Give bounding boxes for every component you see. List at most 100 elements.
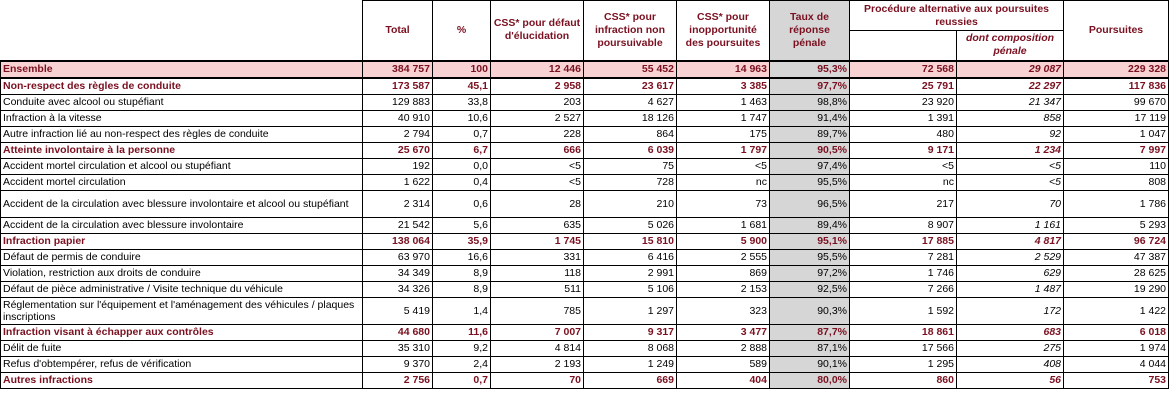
cell-css-infraction: 6 416: [583, 248, 677, 266]
cell-total: 1 622: [362, 173, 433, 191]
cell-poursuites: 1 047: [1063, 125, 1170, 143]
cell-poursuites: 808: [1063, 173, 1170, 191]
cell-taux-reponse: 91,4%: [769, 109, 850, 127]
header-css-defaut: CSS* pour défaut d'élucidation: [490, 0, 584, 61]
cell-css-defaut: 2 193: [490, 355, 584, 373]
cell-total: 63 970: [362, 248, 433, 266]
cell-procedure-alternative: 8 907: [849, 216, 957, 234]
cell-css-defaut: <5: [490, 173, 584, 191]
cell-css-inopportunite: 1 747: [676, 109, 770, 127]
cell-taux-reponse: 95,1%: [769, 232, 850, 250]
row-label: Refus d'obtempérer, refus de vérificatio…: [0, 355, 363, 373]
row-label: Défaut de permis de conduire: [0, 248, 363, 266]
row-label: Accident de la circulation avec blessure…: [0, 189, 363, 218]
cell-taux-reponse: 89,4%: [769, 216, 850, 234]
category-row: Non-respect des règles de conduite 173 58…: [0, 77, 1170, 95]
cell-css-defaut: 2 958: [490, 77, 584, 95]
cell-pct: 8,9: [432, 264, 491, 282]
header-css-inopportunite: CSS* pour inopportunité des poursuites: [676, 0, 770, 61]
cell-css-infraction: 8 068: [583, 339, 677, 357]
cell-total: 9 370: [362, 355, 433, 373]
category-row: Atteinte involontaire à la personne 25 67…: [0, 141, 1170, 159]
cell-procedure-alternative: 480: [849, 125, 957, 143]
cell-pct: 8,9: [432, 280, 491, 298]
cell-poursuites: 28 625: [1063, 264, 1170, 282]
cell-css-inopportunite: 2 555: [676, 248, 770, 266]
cell-css-defaut: 12 446: [490, 59, 584, 79]
cell-composition-penale: 22 297: [955, 77, 1065, 95]
cell-pct: 100: [432, 59, 491, 79]
cell-css-defaut: 635: [490, 216, 584, 234]
cell-total: 40 910: [362, 109, 433, 127]
table-row: Réglementation sur l'équipement et l'amé…: [0, 296, 1170, 325]
cell-procedure-alternative: 860: [849, 371, 957, 389]
cell-procedure-alternative: 7 281: [849, 248, 957, 266]
header-procedure-spacer: [849, 30, 957, 61]
row-label: Conduite avec alcool ou stupéfiant: [0, 93, 363, 111]
row-label: Non-respect des règles de conduite: [0, 77, 363, 95]
cell-pct: 16,6: [432, 248, 491, 266]
cell-pct: 1,4: [432, 296, 491, 325]
category-row: Infraction visant à échapper aux contrôl…: [0, 323, 1170, 341]
cell-css-infraction: 15 810: [583, 232, 677, 250]
row-label: Atteinte involontaire à la personne: [0, 141, 363, 159]
cell-css-defaut: 228: [490, 125, 584, 143]
header-poursuites: Poursuites: [1063, 0, 1170, 61]
cell-taux-reponse: 97,4%: [769, 157, 850, 175]
cell-procedure-alternative: 17 885: [849, 232, 957, 250]
table-row: Accident mortel circulation et alcool ou…: [0, 157, 1170, 175]
cell-procedure-alternative: 217: [849, 189, 957, 218]
header-total: Total: [362, 0, 433, 61]
cell-css-defaut: 1 745: [490, 232, 584, 250]
cell-composition-penale: 56: [955, 371, 1065, 389]
table-row: Conduite avec alcool ou stupéfiant 129 88…: [0, 93, 1170, 111]
cell-total: 34 326: [362, 280, 433, 298]
table-row: Défaut de permis de conduire 63 970 16,6 33…: [0, 248, 1170, 266]
row-label: Délit de fuite: [0, 339, 363, 357]
cell-css-defaut: 331: [490, 248, 584, 266]
cell-css-infraction: 18 126: [583, 109, 677, 127]
cell-css-infraction: 210: [583, 189, 677, 218]
cell-procedure-alternative: 23 920: [849, 93, 957, 111]
cell-poursuites: 1 786: [1063, 189, 1170, 218]
cell-composition-penale: 70: [955, 189, 1065, 218]
cell-css-inopportunite: 323: [676, 296, 770, 325]
cell-css-infraction: 23 617: [583, 77, 677, 95]
cell-css-inopportunite: 1 681: [676, 216, 770, 234]
header-pct: %: [432, 0, 491, 61]
table-row: Accident de la circulation avec blessure…: [0, 216, 1170, 234]
table-row: Autre infraction lié au non-respect des …: [0, 125, 1170, 143]
cell-css-inopportunite: 589: [676, 355, 770, 373]
cell-pct: 0,0: [432, 157, 491, 175]
cell-poursuites: 117 836: [1063, 77, 1170, 95]
cell-composition-penale: <5: [955, 157, 1065, 175]
cell-procedure-alternative: nc: [849, 173, 957, 191]
header-blank: [0, 0, 363, 61]
cell-css-inopportunite: 175: [676, 125, 770, 143]
cell-css-infraction: 6 039: [583, 141, 677, 159]
cell-poursuites: 229 328: [1063, 59, 1170, 79]
cell-composition-penale: 275: [955, 339, 1065, 357]
table-row: Accident de la circulation avec blessure…: [0, 189, 1170, 218]
cell-taux-reponse: 87,1%: [769, 339, 850, 357]
cell-css-defaut: 666: [490, 141, 584, 159]
cell-poursuites: 99 670: [1063, 93, 1170, 111]
cell-procedure-alternative: 25 791: [849, 77, 957, 95]
cell-poursuites: 17 119: [1063, 109, 1170, 127]
cell-composition-penale: 1 487: [955, 280, 1065, 298]
cell-css-infraction: 55 452: [583, 59, 677, 79]
cell-css-inopportunite: 2 888: [676, 339, 770, 357]
cell-procedure-alternative: 7 266: [849, 280, 957, 298]
cell-composition-penale: 21 347: [955, 93, 1065, 111]
cell-pct: 11,6: [432, 323, 491, 341]
cell-pct: 0,4: [432, 173, 491, 191]
cell-css-inopportunite: 73: [676, 189, 770, 218]
cell-poursuites: 47 387: [1063, 248, 1170, 266]
cell-poursuites: 1 974: [1063, 339, 1170, 357]
cell-pct: 2,4: [432, 355, 491, 373]
header-taux-reponse: Taux de réponse pénale: [769, 0, 850, 61]
cell-css-inopportunite: 404: [676, 371, 770, 389]
cell-taux-reponse: 89,7%: [769, 125, 850, 143]
cell-taux-reponse: 97,2%: [769, 264, 850, 282]
cell-procedure-alternative: 1 592: [849, 296, 957, 325]
